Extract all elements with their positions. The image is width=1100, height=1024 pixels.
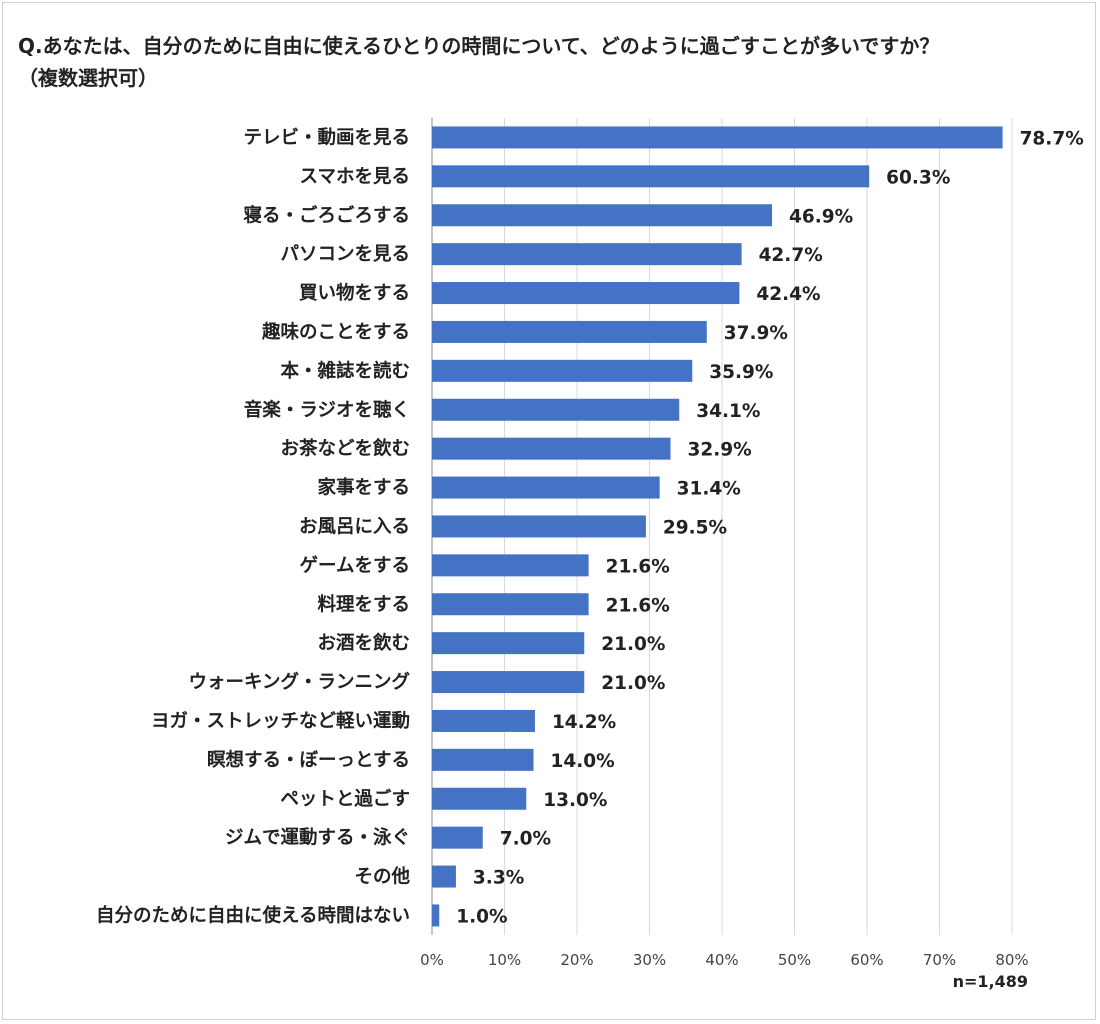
bar [432, 320, 707, 343]
category-label: ジムで運動する・泳ぐ [225, 827, 410, 849]
bar [432, 204, 773, 227]
data-label: 35.9% [709, 362, 773, 383]
category-label: 寝る・ごろごろする [243, 204, 410, 226]
category-label: 家事をする [317, 477, 410, 499]
data-label: 13.0% [543, 790, 607, 811]
data-label: 42.7% [759, 245, 823, 266]
bar [432, 126, 1003, 149]
bar [432, 437, 671, 460]
bar [432, 826, 483, 849]
x-tick-label: 30% [633, 951, 666, 969]
x-tick-label: 80% [995, 951, 1028, 969]
x-tick-label: 60% [850, 951, 883, 969]
data-label: 21.0% [601, 634, 665, 655]
chart-title: Q.あなたは、自分のために自由に使えるひとりの時間について、どのように過ごすこと… [18, 30, 1088, 94]
category-label: お茶などを飲む [280, 438, 410, 460]
bar [432, 165, 870, 188]
data-label: 3.3% [473, 868, 524, 889]
bar [432, 787, 527, 810]
data-label: 1.0% [456, 906, 507, 927]
x-tick-label: 0% [420, 951, 444, 969]
category-label: ヨガ・ストレッチなど軽い運動 [151, 710, 410, 732]
category-label: 自分のために自由に使える時間はない [96, 904, 410, 926]
category-label: 料理をする [317, 593, 410, 615]
data-label: 14.2% [552, 712, 616, 733]
category-label: 音楽・ラジオを聴く [244, 399, 410, 421]
bar [432, 243, 742, 266]
x-tick-label: 40% [705, 951, 738, 969]
x-tick-label: 70% [923, 951, 956, 969]
data-label: 32.9% [688, 440, 752, 461]
category-label: 瞑想する・ぼーっとする [207, 749, 410, 771]
data-label: 42.4% [756, 284, 820, 305]
x-tick-label: 20% [560, 951, 593, 969]
data-label: 34.1% [696, 401, 760, 422]
category-label: お風呂に入る [299, 516, 410, 537]
data-label: 46.9% [789, 206, 853, 227]
bar [432, 709, 535, 732]
category-label: ゲームをする [300, 554, 410, 576]
bar [432, 515, 646, 538]
bar [432, 359, 693, 382]
x-tick-label: 50% [778, 951, 811, 969]
x-tick-label: 10% [488, 951, 521, 969]
data-label: 31.4% [677, 479, 741, 500]
bar [432, 632, 585, 655]
bar [432, 671, 585, 694]
category-label: スマホを見る [300, 166, 410, 187]
title-note: （複数選択可） [18, 66, 158, 90]
category-label: 趣味のことをする [261, 321, 410, 343]
title-question: Q.あなたは、自分のために自由に使えるひとりの時間について、どのように過ごすこと… [18, 34, 940, 58]
bar [432, 476, 660, 499]
bar [432, 398, 680, 421]
bar [432, 593, 589, 616]
category-label: テレビ・動画を見る [243, 126, 410, 148]
bar [432, 865, 456, 888]
data-label: 78.7% [1020, 128, 1084, 149]
data-label: 29.5% [663, 517, 727, 538]
data-label: 21.6% [606, 556, 670, 577]
bar [432, 282, 740, 305]
data-label: 7.0% [500, 829, 551, 850]
bar [432, 748, 534, 771]
data-label: 14.0% [551, 751, 615, 772]
category-label: お酒を飲む [317, 632, 410, 654]
category-label: その他 [354, 866, 410, 888]
bar [432, 904, 440, 927]
data-label: 60.3% [886, 167, 950, 188]
data-label: 37.9% [724, 323, 788, 344]
category-label: ウォーキング・ランニング [189, 671, 411, 693]
bar [432, 554, 589, 577]
category-label: ペットと過ごす [280, 788, 410, 810]
data-label: 21.0% [601, 673, 665, 694]
category-label: パソコンを見る [280, 244, 410, 265]
category-label: 本・雑誌を読む [280, 360, 410, 382]
sample-size-note: n=1,489 [952, 972, 1028, 991]
data-label: 21.6% [606, 595, 670, 616]
category-label: 買い物をする [299, 282, 410, 304]
